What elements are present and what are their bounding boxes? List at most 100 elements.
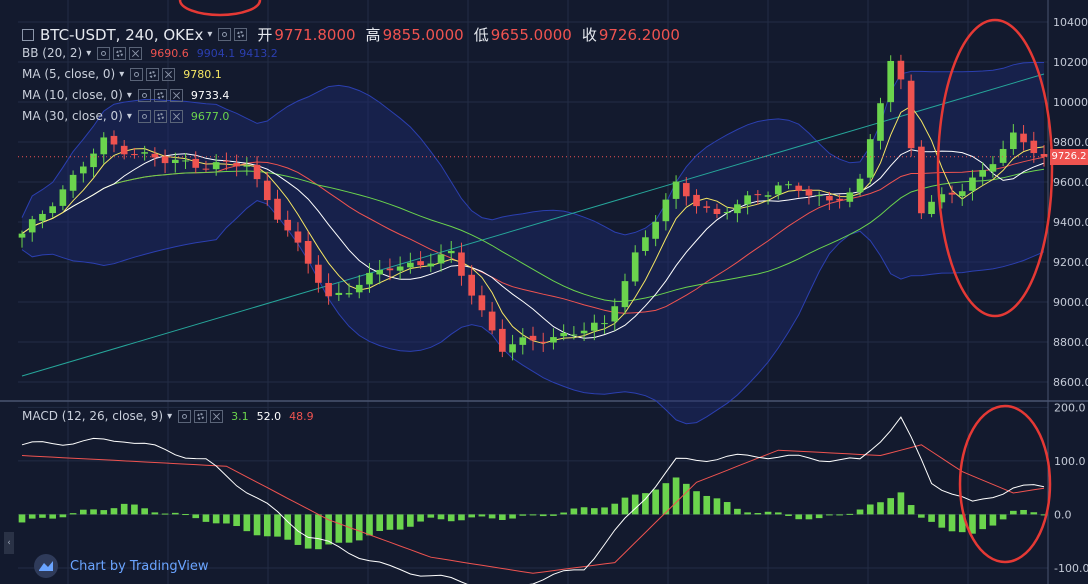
symbol-title: BTC-USDT, 240, OKEx [40, 25, 204, 44]
candle [28, 219, 36, 233]
chevron-down-icon[interactable]: ▾ [86, 47, 92, 59]
close-icon[interactable] [169, 109, 183, 123]
chevron-down-icon[interactable]: ▾ [126, 89, 132, 101]
macd-axis-tick: 0.0 [1054, 508, 1072, 521]
macd-histogram-bar [304, 514, 312, 549]
close-icon[interactable] [169, 88, 183, 102]
macd-histogram-bar [437, 514, 445, 520]
eye-icon[interactable] [130, 67, 144, 81]
high-label: 高 [365, 26, 381, 44]
gear-icon[interactable] [153, 88, 167, 102]
collapse-panel-button[interactable]: ‹ [4, 532, 14, 554]
low-label: 低 [473, 26, 489, 44]
macd-histogram-bar [989, 514, 997, 526]
candle [212, 162, 220, 170]
candle [233, 162, 240, 167]
candle [141, 152, 148, 154]
candle [1020, 133, 1027, 143]
gear-icon[interactable] [153, 109, 167, 123]
gear-icon[interactable] [113, 46, 127, 60]
candle [488, 311, 496, 331]
annotation-ellipse-macd [958, 404, 1052, 564]
macd-histogram-bar [345, 514, 353, 543]
candle [39, 213, 46, 221]
eye-icon[interactable] [178, 409, 192, 423]
macd-axis-tick: -100.0 [1054, 562, 1088, 575]
annotation-ellipse-price [936, 18, 1054, 318]
close-icon[interactable] [162, 67, 176, 81]
candle [958, 191, 966, 197]
close-icon[interactable] [129, 46, 143, 60]
legend-toggle-icon[interactable] [22, 28, 34, 41]
macd-histogram-bar [28, 514, 36, 519]
macd-histogram-bar [887, 498, 895, 515]
eye-icon[interactable] [218, 28, 232, 41]
candle [417, 261, 424, 266]
candle [171, 159, 179, 164]
candle [682, 183, 690, 197]
candle [345, 293, 353, 295]
tradingview-attribution[interactable]: Chart by TradingView [34, 554, 208, 578]
bollinger-lower-line [21, 200, 1045, 425]
candle [437, 254, 445, 264]
candle [539, 341, 547, 343]
macd-histogram-bar [948, 514, 956, 532]
candle [1040, 154, 1048, 157]
candle [570, 334, 578, 336]
macd-histogram-bar [59, 514, 67, 518]
macd-histogram-bar [611, 503, 619, 515]
macd-histogram-bar [662, 483, 670, 515]
symbol-legend: BTC-USDT, 240, OKEx ▾ 开 9771.8000 高 9855… [22, 24, 680, 45]
candle [325, 282, 332, 297]
price-axis-tick: 9400.0 [1053, 216, 1088, 229]
candle [815, 195, 823, 197]
macd-histogram-bar [856, 509, 864, 515]
macd-histogram-bar [284, 514, 292, 540]
candle [376, 269, 384, 275]
macd-histogram-bar [1020, 509, 1027, 515]
candle [529, 335, 537, 341]
candle [734, 204, 741, 214]
chevron-down-icon[interactable]: ▾ [167, 410, 173, 422]
macd-histogram-bar [969, 514, 976, 534]
macd-histogram-bar [39, 514, 46, 518]
macd-histogram-bar [69, 513, 77, 515]
candle [192, 158, 200, 168]
macd-histogram-bar [192, 514, 200, 519]
macd-histogram-bar [795, 514, 803, 520]
candle [90, 153, 97, 168]
macd-histogram-bar [427, 514, 435, 518]
candle [499, 328, 506, 352]
macd-histogram-bar [580, 507, 588, 515]
macd-histogram-bar [1030, 512, 1038, 515]
indicator-legend-ma10: MA (10, close, 0) ▾ 9733.4 [22, 88, 229, 102]
macd-histogram-bar [529, 514, 537, 516]
chevron-down-icon[interactable]: ▾ [207, 29, 213, 40]
macd-histogram-bar [294, 514, 302, 545]
macd-histogram-bar [355, 514, 363, 541]
macd-histogram-bar [171, 512, 179, 515]
candle [938, 194, 946, 203]
gear-icon[interactable] [194, 409, 208, 423]
price-axis-tick: 10000.0 [1053, 96, 1088, 109]
candle [693, 194, 700, 207]
candle [550, 337, 557, 343]
close-icon[interactable] [210, 409, 224, 423]
eye-icon[interactable] [137, 88, 151, 102]
eye-icon[interactable] [97, 46, 111, 60]
indicator-value: 9904.1 [196, 46, 236, 60]
candle [601, 323, 608, 325]
candle [826, 195, 833, 201]
macd-histogram-bar [519, 514, 527, 516]
candle [999, 148, 1007, 163]
bollinger-band-fill [22, 62, 1044, 424]
gear-icon[interactable] [146, 67, 160, 81]
gear-icon[interactable] [234, 28, 248, 41]
attribution-text: Chart by TradingView [70, 558, 209, 574]
eye-icon[interactable] [137, 109, 151, 123]
macd-histogram-bar [631, 494, 639, 515]
chevron-down-icon[interactable]: ▾ [119, 68, 125, 80]
indicator-label: MA (10, close, 0) [22, 88, 123, 102]
chevron-down-icon[interactable]: ▾ [126, 110, 132, 122]
